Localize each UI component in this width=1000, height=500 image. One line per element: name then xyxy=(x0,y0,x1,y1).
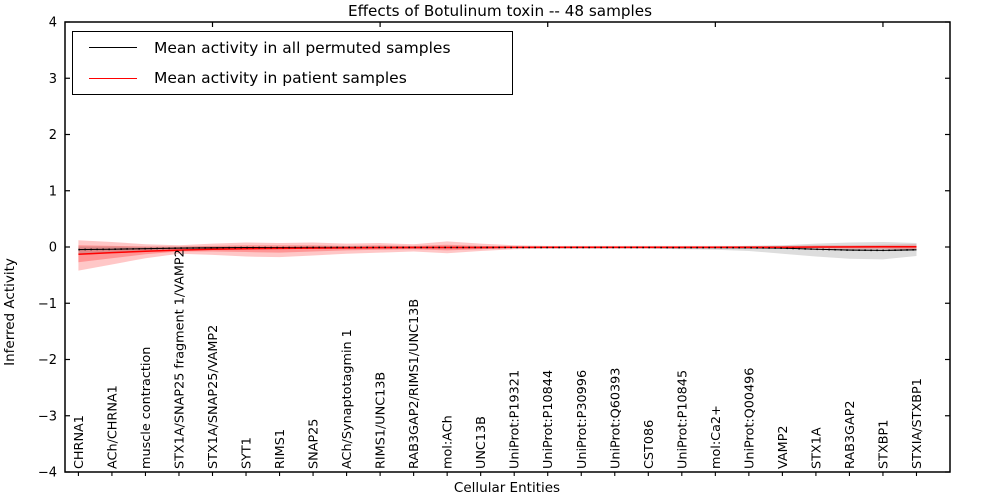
chart-title: Effects of Botulinum toxin -- 48 samples xyxy=(348,2,652,20)
x-tick-label: RAB3GAP2/RIMS1/UNC13B xyxy=(407,299,422,469)
x-tick-label: UniProt:P30996 xyxy=(575,370,590,469)
legend-line-sample-black xyxy=(89,47,137,49)
y-tick-label: −4 xyxy=(38,466,57,481)
x-tick-label: SYT1 xyxy=(240,437,255,469)
y-tick-label: −2 xyxy=(38,353,57,368)
band-patient-std-inner xyxy=(78,244,917,263)
x-tick-label: STXBP1 xyxy=(876,420,891,469)
y-tick-label: 2 xyxy=(49,128,57,143)
x-tick-label: STXIA/STXBP1 xyxy=(910,378,925,469)
x-tick-label: UNC13B xyxy=(474,416,489,469)
x-tick-label: mol:ACh xyxy=(441,415,456,469)
y-tick-labels: −4 −3 −2 −1 0 1 2 3 4 xyxy=(38,16,57,481)
series-line-1 xyxy=(78,245,917,256)
x-tick-label: UniProt:P10844 xyxy=(541,370,556,469)
legend-label-patient: Mean activity in patient samples xyxy=(154,69,407,88)
x-tick-label: ACh/CHRNA1 xyxy=(105,385,120,469)
y-tick-label: −1 xyxy=(38,297,57,312)
x-tick-label: UniProt:Q60393 xyxy=(608,368,623,469)
legend-box: Mean activity in all permuted samples Me… xyxy=(72,31,513,95)
x-tick-label: CHRNA1 xyxy=(72,415,87,469)
y-tick-label: −3 xyxy=(38,409,57,424)
band-permuted-std xyxy=(78,241,917,260)
x-tick-label: UniProt:Q00496 xyxy=(742,368,757,469)
legend-line-sample-red xyxy=(89,77,137,79)
legend-entry-patient: Mean activity in patient samples xyxy=(73,64,512,93)
x-tick-label: muscle contraction xyxy=(139,347,154,469)
x-tick-label: RIMS1/UNC13B xyxy=(374,372,389,469)
x-tick-label: mol:Ca2+ xyxy=(709,405,724,469)
y-tick-label: 4 xyxy=(49,16,57,31)
x-axis-label: Cellular Entities xyxy=(454,480,560,496)
x-tick-label: UniProt:P19321 xyxy=(508,370,523,469)
x-tick-label: VAMP2 xyxy=(776,425,791,469)
x-tick-label: RIMS1 xyxy=(273,429,288,469)
axis-ticks xyxy=(65,21,950,476)
confidence-bands xyxy=(78,240,917,271)
y-axis-label: Inferred Activity xyxy=(2,258,18,366)
series-lines xyxy=(78,245,917,256)
x-tick-label: CST086 xyxy=(642,420,657,469)
x-tick-label: SNAP25 xyxy=(307,419,322,469)
x-tick-label: STX1A xyxy=(809,427,824,469)
x-tick-label: STX1A/SNAP25 fragment 1/VAMP2 xyxy=(172,249,187,469)
y-tick-label: 3 xyxy=(49,72,57,87)
x-tick-label: ACh/Synaptotagmin 1 xyxy=(340,329,355,469)
y-tick-label: 1 xyxy=(49,184,57,199)
x-tick-label: STX1A/SNAP25/VAMP2 xyxy=(206,325,221,469)
x-tick-label: UniProt:P10845 xyxy=(675,370,690,469)
legend-label-permuted: Mean activity in all permuted samples xyxy=(154,38,451,57)
x-tick-labels: CHRNA1 ACh/CHRNA1 muscle contraction STX1A/… xyxy=(72,249,925,469)
x-tick-label: RAB3GAP2 xyxy=(843,400,858,469)
band-patient-std-outer xyxy=(78,240,917,271)
y-tick-label: 0 xyxy=(49,241,57,256)
legend-entry-permuted: Mean activity in all permuted samples xyxy=(73,33,512,62)
